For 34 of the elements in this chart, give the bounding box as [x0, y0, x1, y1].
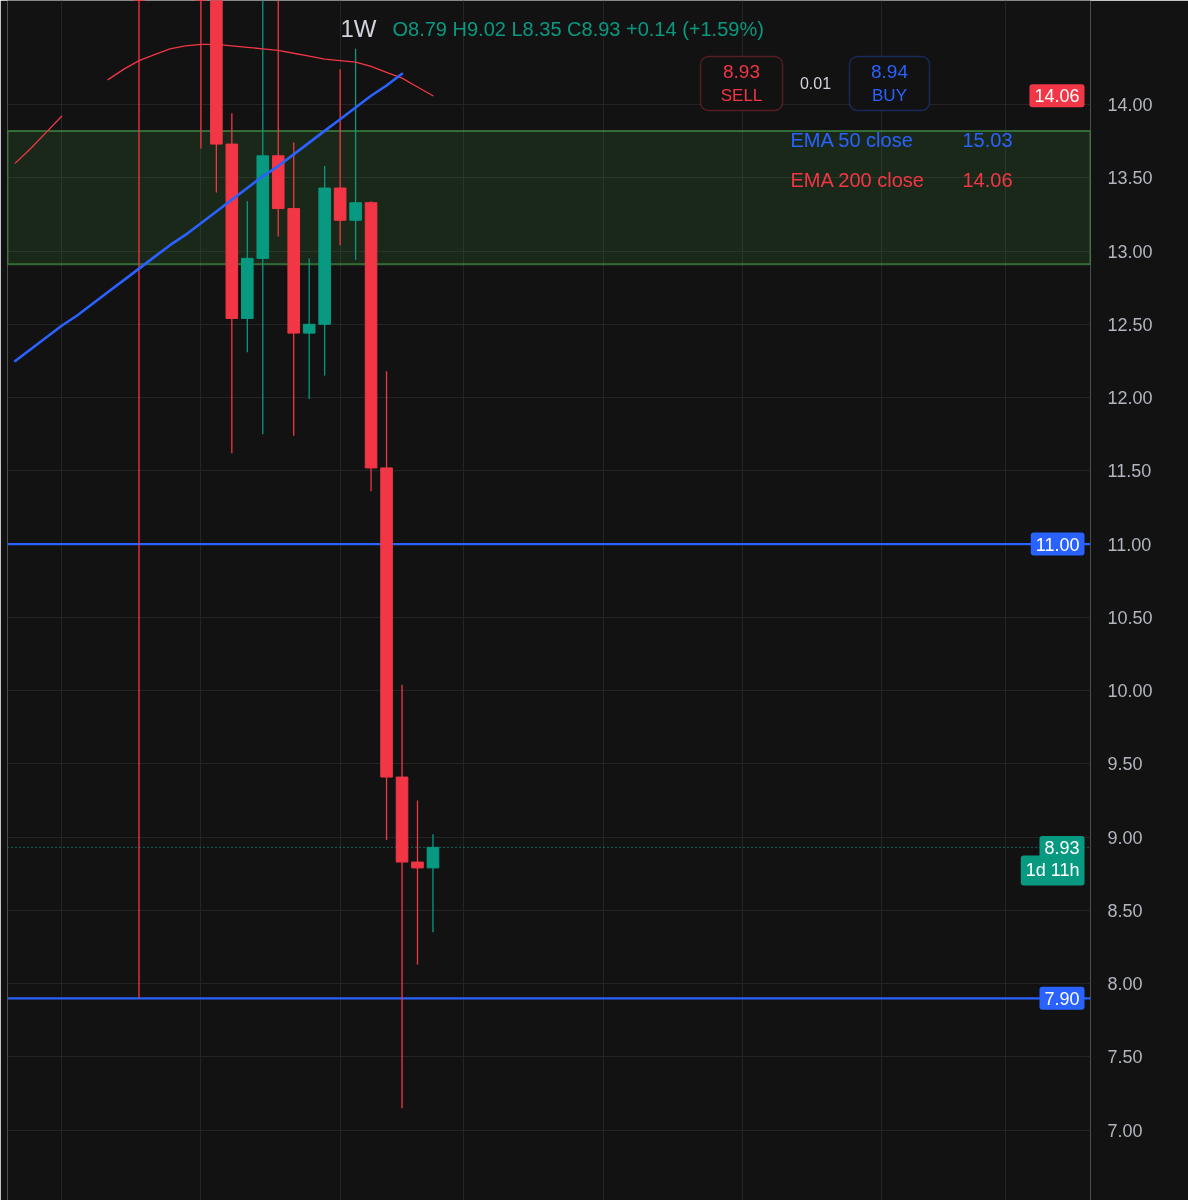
candlestick — [411, 799, 424, 966]
annotation: SELL — [720, 86, 763, 105]
y-tick-label: 8.50 — [1107, 900, 1143, 921]
annotation: 14.06 — [1034, 86, 1080, 107]
y-tick-label: 10.50 — [1107, 607, 1153, 628]
y-tick-label: 13.50 — [1107, 168, 1153, 189]
line-series — [13, 72, 404, 363]
y-tick-label: 9.00 — [1107, 827, 1143, 848]
y-tick-label: 14.00 — [1107, 95, 1153, 116]
annotation: 8.93 — [723, 61, 760, 82]
ref-line-label: 11.00 — [1035, 534, 1080, 555]
y-tick-label: 7.00 — [1107, 1120, 1143, 1141]
y-tick-label: 8.00 — [1107, 974, 1143, 995]
annotation: 15.03 — [962, 128, 1013, 151]
text: EMA 200 close — [790, 168, 924, 191]
candlestick — [349, 48, 362, 261]
y-tick-label: 7.50 — [1107, 1047, 1143, 1068]
y-tick-label: 12.50 — [1107, 314, 1153, 335]
y-tick-label: 11.50 — [1107, 461, 1152, 482]
annotation: 14.06 — [962, 168, 1013, 191]
text: 1W — [340, 15, 377, 42]
y-tick-label: 10.00 — [1107, 681, 1153, 702]
text: O8.79 H9.02 L8.35 C8.93 +0.14 (+1.59%) — [392, 17, 764, 40]
annotation: BUY — [872, 86, 907, 105]
annotation: 0.01 — [799, 74, 832, 92]
ref-line-label: 7.90 — [1044, 988, 1080, 1009]
annotation: EMA 50 close — [790, 128, 913, 151]
candlestick — [302, 257, 316, 400]
y-tick-label: 12.00 — [1107, 388, 1153, 409]
annotation: 8.94 — [871, 61, 909, 82]
y-tick-label: 13.00 — [1107, 241, 1153, 262]
ref-line-label: 8.93 1d 11h — [1025, 837, 1080, 881]
y-tick-label: 11.00 — [1107, 534, 1152, 555]
y-tick-label: 9.50 — [1107, 754, 1143, 775]
